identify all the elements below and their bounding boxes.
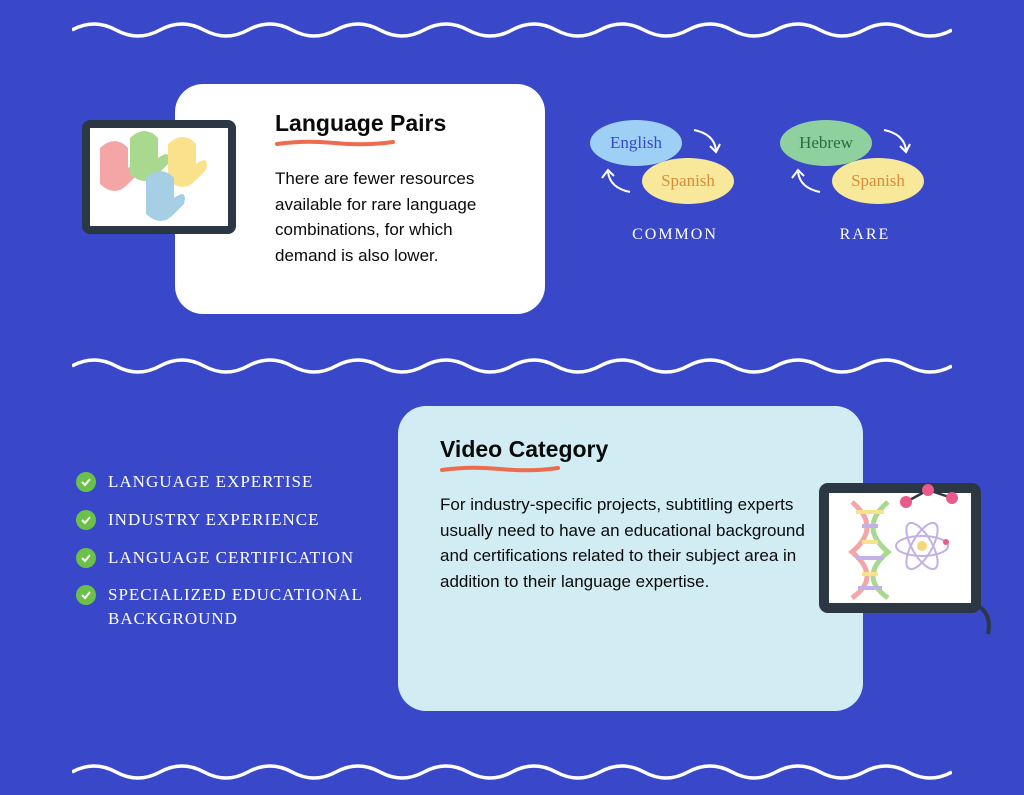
bubble-spanish: Spanish (642, 158, 734, 204)
arrow-up-icon (790, 168, 826, 198)
title-underline-icon (275, 139, 395, 147)
title-underline-icon (440, 465, 560, 473)
arrow-up-icon (600, 168, 636, 198)
wave-divider-top (72, 20, 952, 40)
check-label: INDUSTRY EXPERIENCE (108, 508, 320, 532)
check-label: LANGUAGE EXPERTISE (108, 470, 313, 494)
wave-divider-bottom (72, 762, 952, 782)
dna-monitor-icon (816, 476, 992, 636)
check-icon (76, 548, 96, 568)
check-icon (76, 510, 96, 530)
check-label: SPECIALIZED EDUCATIONAL BACKGROUND (108, 583, 386, 631)
check-icon (76, 472, 96, 492)
video-category-title: Video Category (440, 436, 827, 463)
language-pair-rare: Hebrew Spanish RARE (780, 120, 950, 210)
check-item: LANGUAGE CERTIFICATION (76, 546, 386, 570)
bubble-spanish-rare: Spanish (832, 158, 924, 204)
puzzle-monitor-icon (80, 118, 238, 240)
check-item: SPECIALIZED EDUCATIONAL BACKGROUND (76, 583, 386, 631)
language-pair-common: English Spanish COMMON (590, 120, 760, 210)
language-pairs-body: There are fewer resources available for … (275, 166, 511, 268)
video-category-body: For industry-specific projects, subtitli… (440, 492, 810, 594)
check-item: LANGUAGE EXPERTISE (76, 470, 386, 494)
check-item: INDUSTRY EXPERIENCE (76, 508, 386, 532)
pair-label-common: COMMON (610, 226, 740, 244)
language-pairs-title: Language Pairs (275, 110, 511, 137)
check-label: LANGUAGE CERTIFICATION (108, 546, 354, 570)
wave-divider-middle (72, 356, 952, 376)
check-icon (76, 585, 96, 605)
video-category-card: Video Category For industry-specific pro… (398, 406, 863, 711)
pair-label-rare: RARE (800, 226, 930, 244)
arrow-down-icon (690, 126, 726, 156)
expertise-checklist: LANGUAGE EXPERTISE INDUSTRY EXPERIENCE L… (76, 470, 386, 645)
arrow-down-icon (880, 126, 916, 156)
